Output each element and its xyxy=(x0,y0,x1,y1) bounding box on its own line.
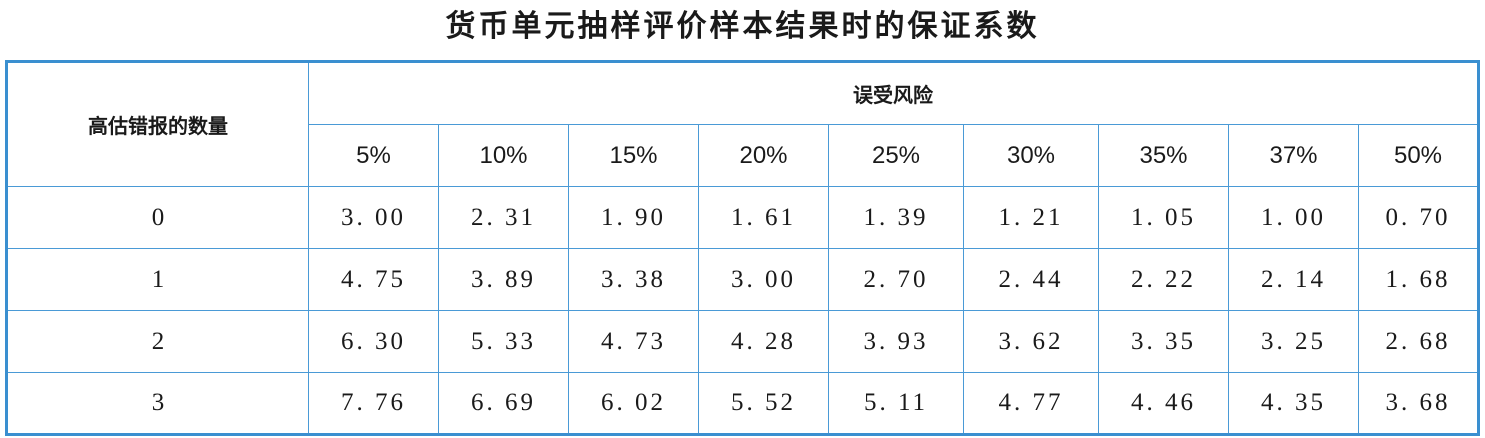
table-row: 0 3. 00 2. 31 1. 90 1. 61 1. 39 1. 21 1.… xyxy=(6,186,1480,249)
assurance-factor-table: 高估错报的数量 误受风险 5% 10% 15% 20% 25% 30% 35% … xyxy=(5,60,1481,436)
factor-cell: 5. 11 xyxy=(828,372,964,435)
column-header: 50% xyxy=(1357,124,1480,187)
table-title: 货币单元抽样评价样本结果时的保证系数 xyxy=(445,9,1040,44)
column-header: 25% xyxy=(828,124,964,187)
column-header: 20% xyxy=(698,124,829,187)
factor-cell: 1. 61 xyxy=(698,186,829,249)
misstatement-count-cell: 3 xyxy=(6,372,309,435)
column-header: 15% xyxy=(568,124,699,187)
factor-cell: 5. 52 xyxy=(698,372,829,435)
factor-cell: 2. 68 xyxy=(1357,310,1480,373)
row-header-cell: 高估错报的数量 xyxy=(6,61,309,187)
factor-cell: 2. 31 xyxy=(438,186,569,249)
factor-cell: 1. 90 xyxy=(568,186,699,249)
factor-cell: 4. 75 xyxy=(308,248,439,311)
factor-cell: 4. 46 xyxy=(1098,372,1229,435)
factor-cell: 2. 22 xyxy=(1098,248,1229,311)
factor-cell: 1. 21 xyxy=(963,186,1099,249)
column-header: 37% xyxy=(1228,124,1359,187)
factor-cell: 1. 00 xyxy=(1228,186,1359,249)
factor-cell: 2. 70 xyxy=(828,248,964,311)
group-header-cell: 误受风险 xyxy=(307,61,1480,125)
column-header: 30% xyxy=(963,124,1099,187)
factor-cell: 3. 93 xyxy=(828,310,964,373)
misstatement-count-cell: 1 xyxy=(6,248,309,311)
column-header: 35% xyxy=(1098,124,1229,187)
factor-cell: 3. 38 xyxy=(568,248,699,311)
factor-cell: 6. 02 xyxy=(568,372,699,435)
factor-cell: 4. 28 xyxy=(698,310,829,373)
misstatement-count-cell: 2 xyxy=(6,310,309,373)
factor-cell: 3. 35 xyxy=(1098,310,1229,373)
factor-cell: 6. 30 xyxy=(308,310,439,373)
factor-cell: 4. 35 xyxy=(1228,372,1359,435)
factor-cell: 5. 33 xyxy=(438,310,569,373)
factor-cell: 0. 70 xyxy=(1357,186,1480,249)
factor-cell: 3. 62 xyxy=(963,310,1099,373)
factor-cell: 3. 00 xyxy=(308,186,439,249)
factor-cell: 3. 00 xyxy=(698,248,829,311)
column-header: 10% xyxy=(438,124,569,187)
table-row: 1 4. 75 3. 89 3. 38 3. 00 2. 70 2. 44 2.… xyxy=(6,248,1480,311)
table-row: 3 7. 76 6. 69 6. 02 5. 52 5. 11 4. 77 4.… xyxy=(6,372,1480,435)
misstatement-count-cell: 0 xyxy=(6,186,309,249)
factor-cell: 1. 68 xyxy=(1357,248,1480,311)
factor-cell: 6. 69 xyxy=(438,372,569,435)
factor-cell: 7. 76 xyxy=(308,372,439,435)
factor-cell: 4. 73 xyxy=(568,310,699,373)
factor-cell: 2. 44 xyxy=(963,248,1099,311)
factor-cell: 3. 89 xyxy=(438,248,569,311)
factor-cell: 1. 39 xyxy=(828,186,964,249)
factor-cell: 4. 77 xyxy=(963,372,1099,435)
factor-cell: 2. 14 xyxy=(1228,248,1359,311)
factor-cell: 1. 05 xyxy=(1098,186,1229,249)
table-row: 2 6. 30 5. 33 4. 73 4. 28 3. 93 3. 62 3.… xyxy=(6,310,1480,373)
factor-cell: 3. 68 xyxy=(1357,372,1480,435)
factor-cell: 3. 25 xyxy=(1228,310,1359,373)
column-header: 5% xyxy=(308,124,439,187)
header-row: 高估错报的数量 误受风险 xyxy=(6,61,1480,187)
